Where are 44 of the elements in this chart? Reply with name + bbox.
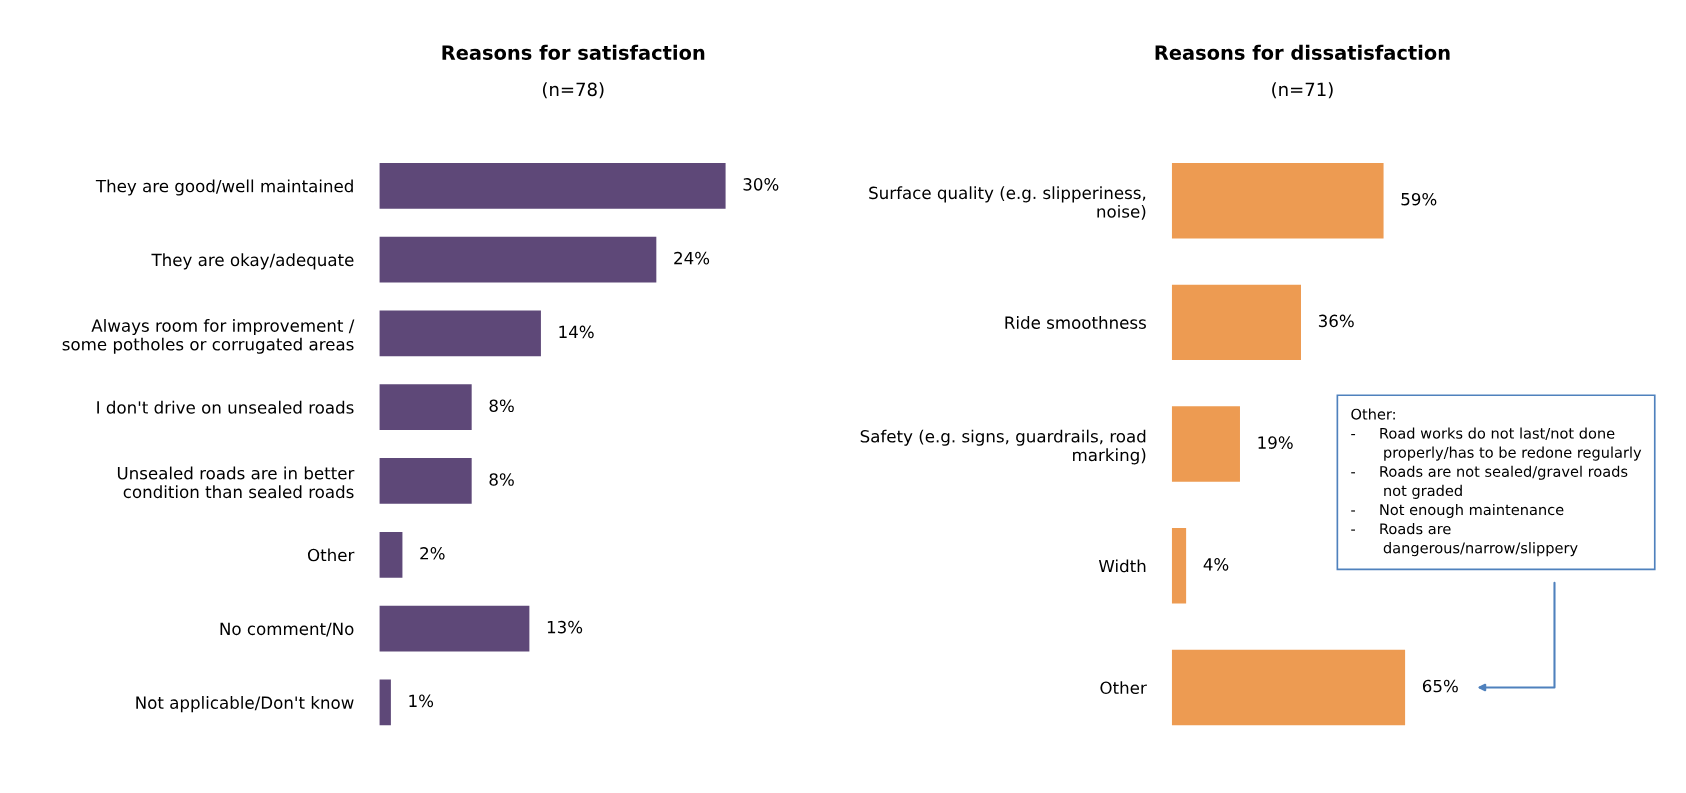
bar: [379, 162, 726, 209]
bar: [1171, 528, 1187, 604]
y-tick-label: Always room for improvement / some potholes or corrugated areas: [62, 318, 355, 354]
bar: [379, 310, 541, 357]
y-tick-label: I don't drive on unsealed roads: [97, 400, 354, 414]
data-label: 14%: [559, 325, 594, 339]
data-label: 8%: [489, 399, 514, 413]
bar: [379, 384, 472, 431]
y-tick-label: They are okay/adequate: [151, 253, 354, 270]
annotation: Other: - Road works do not last/not done properly/has to be redone regularly - Roads are not sealed/gravel roads not graded - Not enough maintenance - Roads are dangerous/narrow/slippery: [1351, 408, 1642, 557]
chart-title: Reasons for dissatisfaction: [1155, 44, 1450, 60]
data-label: 59%: [1401, 192, 1437, 206]
y-tick-label: They are good/well maintained: [95, 179, 353, 196]
y-tick-label: Surface quality (e.g. slipperiness, noise): [869, 186, 1146, 220]
data-label: 2%: [420, 547, 445, 560]
bar: [379, 679, 391, 726]
bar: [1171, 162, 1384, 239]
bar: [1171, 649, 1406, 726]
bar: [379, 605, 530, 652]
y-tick-label: No comment/No: [220, 622, 354, 637]
data-label: 1%: [409, 694, 434, 708]
data-label: 19%: [1258, 436, 1293, 449]
data-label: 4%: [1203, 558, 1229, 571]
y-tick-label: Ride smoothness: [1005, 316, 1146, 329]
data-label: 30%: [743, 178, 779, 191]
data-label: 24%: [674, 251, 710, 265]
bar: [1171, 406, 1240, 482]
y-tick-label: Not applicable/Don't know: [136, 696, 354, 713]
bar: [379, 236, 657, 283]
data-label: 8%: [489, 473, 514, 486]
bar: [379, 531, 403, 578]
data-label: 65%: [1422, 679, 1458, 693]
chart-title: Reasons for satisfaction: [442, 44, 705, 60]
y-tick-label: Other: [307, 548, 355, 562]
bar: [379, 458, 472, 504]
data-label: 36%: [1318, 314, 1354, 328]
y-tick-label: Safety (e.g. signs, guardrails, road marking): [860, 429, 1146, 465]
y-tick-label: Unsealed roads are in better condition than sealed roads: [117, 466, 355, 499]
data-label: 13%: [547, 620, 583, 634]
y-tick-label: Other: [1100, 681, 1147, 695]
bar: [1171, 284, 1301, 361]
chart-subtitle: (n=78): [542, 82, 604, 99]
y-tick-label: Width: [1098, 559, 1146, 573]
chart-subtitle: (n=71): [1272, 82, 1333, 99]
